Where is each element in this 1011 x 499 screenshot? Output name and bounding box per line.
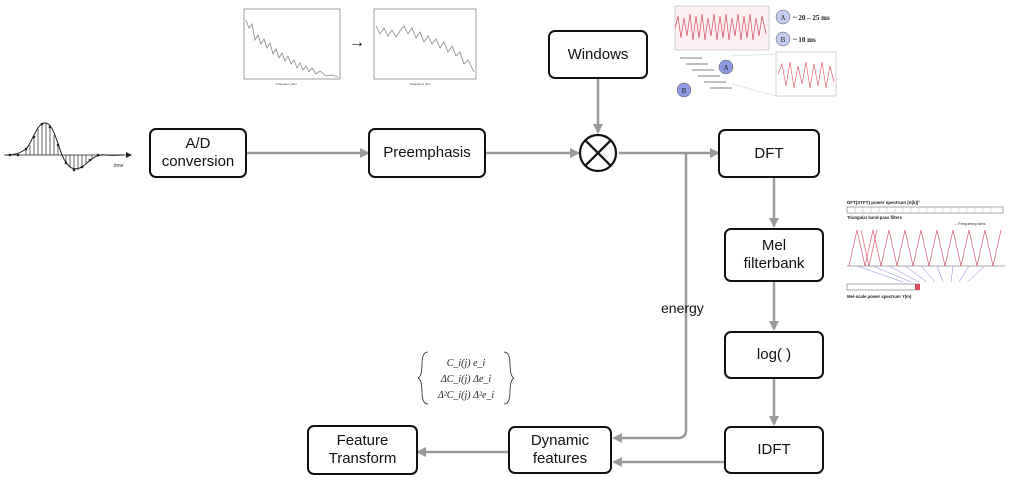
dynamic-features-box: Dynamic features xyxy=(508,426,612,474)
legend-marker-b: B xyxy=(781,36,786,44)
inset-freq-label: → Frequency bins xyxy=(953,221,985,226)
window-marker-a: A xyxy=(723,64,728,72)
feature-vector-formula: C_i(j) e_i ΔC_i(j) Δe_i Δ²C_i(j) Δ²e_i xyxy=(418,348,514,408)
windows-box: Windows xyxy=(548,30,648,79)
mel-filterbank-inset: DFT(STFT) power spectrum |X(k)|² Triangu… xyxy=(843,198,1009,302)
spectrum-before-xlabel: Frequency (Hz) xyxy=(276,82,297,86)
preemphasis-arrow: → xyxy=(349,34,365,51)
multiplier-node xyxy=(578,133,618,173)
waveform-axis-label: time xyxy=(114,163,124,169)
log-box: log( ) xyxy=(724,331,824,379)
formula-row-1: C_i(j) e_i xyxy=(447,358,486,369)
formula-row-3: Δ²C_i(j) Δ²e_i xyxy=(437,390,495,401)
mel-filterbank-box: Mel filterbank xyxy=(724,228,824,282)
waveform-thumbnail: time xyxy=(2,115,134,175)
feature-transform-box: Feature Transform xyxy=(307,425,418,475)
legend-text-b: ~ 10 ms xyxy=(793,36,816,44)
energy-label: energy xyxy=(661,300,704,316)
legend-marker-a: A xyxy=(780,14,785,22)
idft-box: IDFT xyxy=(724,426,824,474)
legend-text-a: ~ 20 – 25 ms xyxy=(793,14,830,22)
ad-conversion-box: A/D conversion xyxy=(149,128,247,178)
dft-box: DFT xyxy=(718,129,820,178)
window-marker-b: B xyxy=(682,87,687,95)
arrow-energy xyxy=(612,153,688,443)
inset-filters-label: Triangular band-pass filters xyxy=(847,215,903,220)
spectrum-before-plot: Frequency (Hz) xyxy=(236,6,346,86)
inset-title: DFT(STFT) power spectrum |X(k)|² xyxy=(847,200,920,205)
inset-output-label: Mel-scale power spectrum Y(m) xyxy=(847,294,912,299)
windows-illustration: A B A ~ 20 – 25 ms B ~ 10 ms xyxy=(672,4,838,102)
preemphasis-box: Preemphasis xyxy=(368,128,486,178)
spectrum-after-plot: Frequency (Hz) xyxy=(370,6,482,86)
spectrum-after-xlabel: Frequency (Hz) xyxy=(410,82,431,86)
formula-row-2: ΔC_i(j) Δe_i xyxy=(440,374,492,385)
